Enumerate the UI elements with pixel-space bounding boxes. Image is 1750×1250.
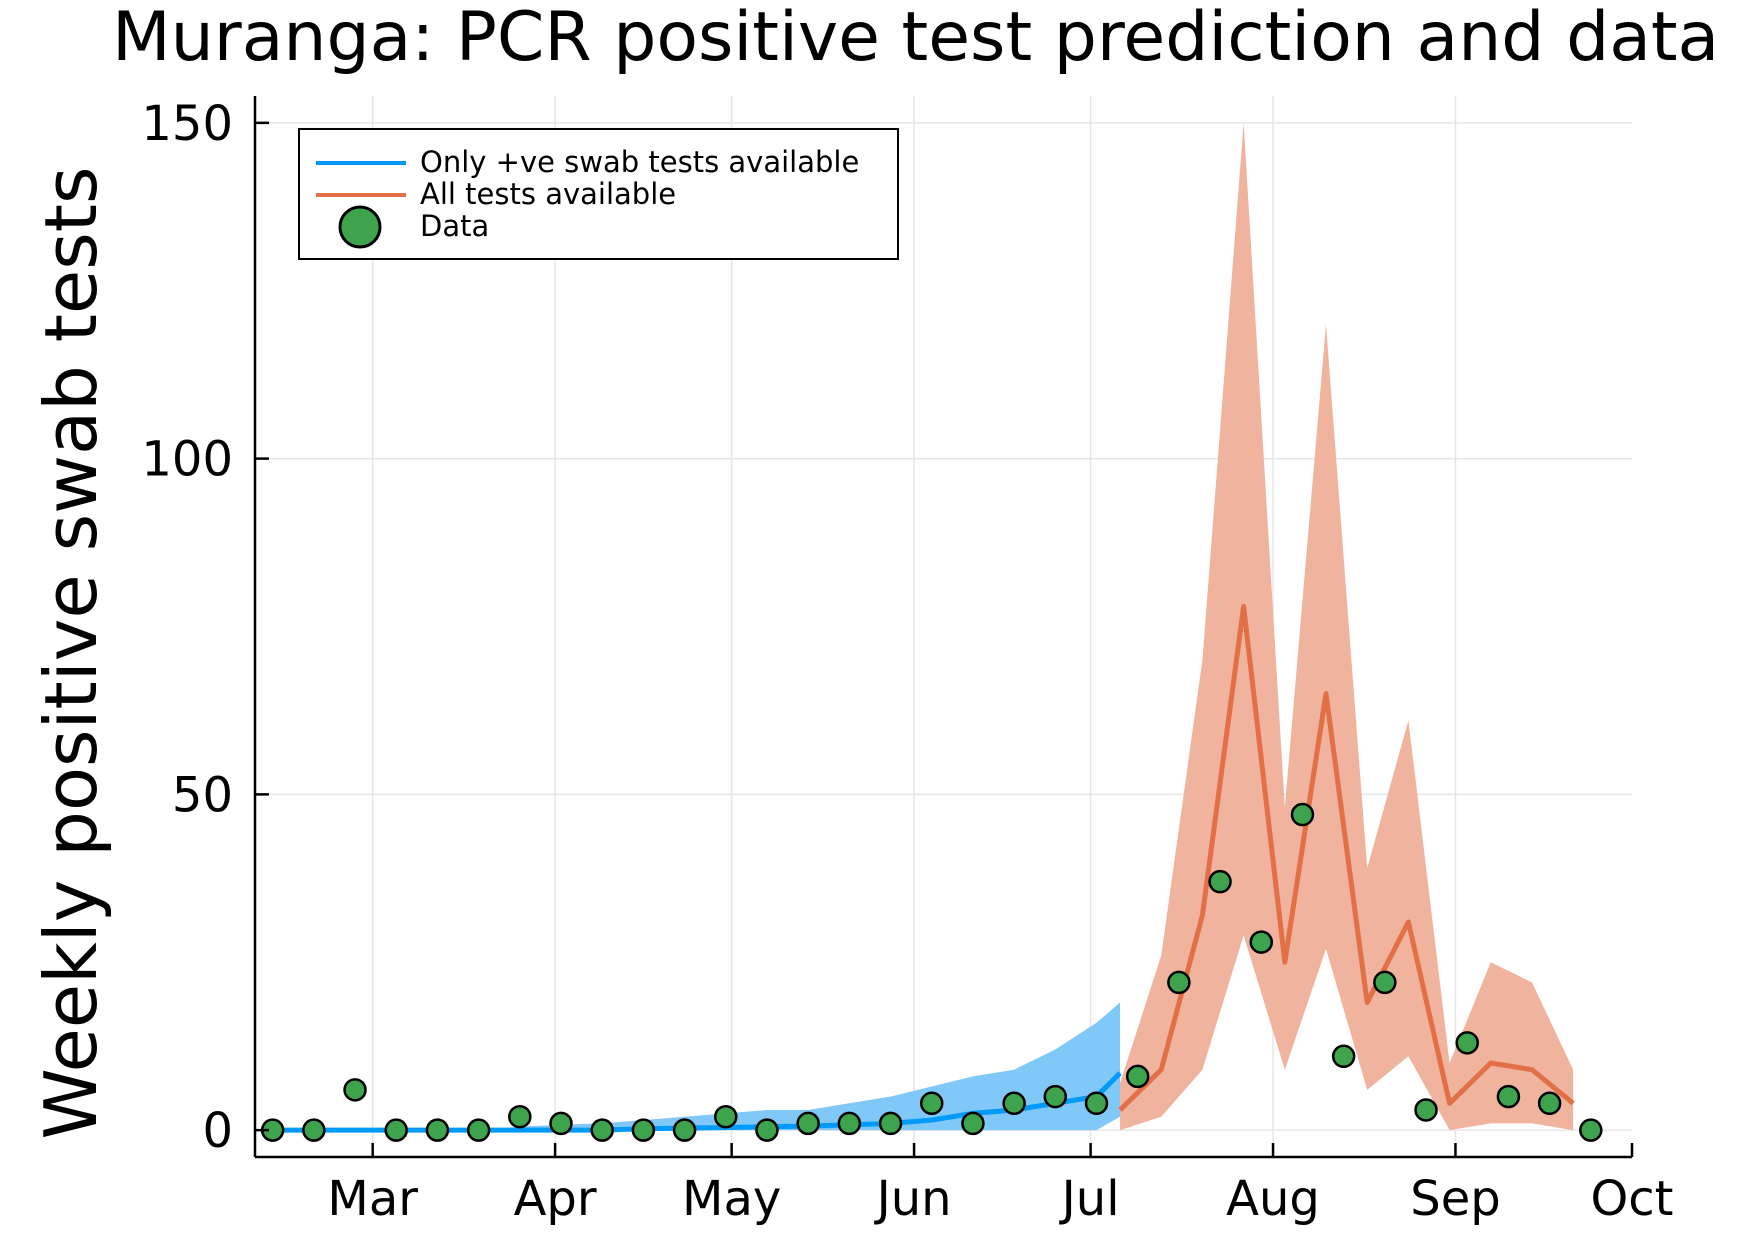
legend-swatch-data <box>338 205 382 249</box>
data-point <box>302 1118 326 1142</box>
band-series-1 <box>1120 122 1574 1131</box>
data-point <box>919 1091 944 1116</box>
series-lines <box>272 603 1575 1133</box>
x-tick-label: Jun <box>874 1171 952 1227</box>
data-point <box>384 1118 408 1142</box>
data-point <box>508 1104 532 1129</box>
data-point <box>1208 869 1232 894</box>
data-point <box>466 1118 491 1142</box>
data-point <box>549 1111 573 1136</box>
data-point <box>425 1118 450 1142</box>
data-point <box>796 1111 820 1136</box>
data-point <box>631 1118 656 1142</box>
x-tick-label: Sep <box>1410 1171 1500 1227</box>
data-point <box>1331 1044 1356 1069</box>
y-tick-label: 50 <box>172 767 233 823</box>
data-point <box>1579 1118 1603 1142</box>
data-point <box>590 1118 614 1142</box>
data-point <box>1537 1091 1562 1116</box>
data-point <box>714 1104 738 1129</box>
data-point <box>1043 1084 1068 1109</box>
data-point <box>1496 1084 1521 1109</box>
data-point <box>1249 930 1274 954</box>
legend-label-data: Data <box>420 209 489 243</box>
x-tick-label: Mar <box>327 1171 418 1227</box>
band-series-0 <box>272 1002 1121 1131</box>
x-tick-label: Aug <box>1226 1171 1320 1227</box>
y-tick-label: 0 <box>202 1103 233 1159</box>
data-point <box>1455 1031 1479 1055</box>
data-point <box>1167 970 1191 995</box>
y-tick-label: 150 <box>141 96 233 152</box>
y-axis-label: Weekly positive swab tests <box>29 167 113 1140</box>
data-point <box>672 1118 697 1142</box>
data-point <box>1084 1091 1109 1116</box>
x-tick-label: Oct <box>1591 1171 1674 1227</box>
data-point <box>878 1111 903 1136</box>
line-series-0 <box>272 1071 1122 1133</box>
legend-label-only-positive: Only +ve swab tests available <box>420 145 859 179</box>
data-point <box>755 1118 779 1142</box>
data-point <box>1414 1098 1438 1122</box>
confidence-bands <box>272 122 1574 1131</box>
y-tick-label: 100 <box>141 432 233 488</box>
line-series-1 <box>1118 603 1575 1112</box>
legend: Only +ve swab tests available All tests … <box>298 128 899 260</box>
data-point <box>1290 802 1315 827</box>
legend-label-all-tests: All tests available <box>420 177 676 211</box>
axes: 0 50 100 150 Mar Apr May Jun Jul Aug Sep Oct <box>141 96 1673 1227</box>
data-point <box>1002 1091 1026 1116</box>
x-tick-label: Jul <box>1059 1171 1120 1227</box>
data-point <box>837 1111 862 1136</box>
x-tick-label: May <box>682 1171 781 1227</box>
data-points <box>260 802 1603 1142</box>
chart-title: Muranga: PCR positive test prediction an… <box>112 0 1719 77</box>
data-point <box>343 1078 367 1102</box>
x-tick-label: Apr <box>514 1171 597 1227</box>
data-point <box>1373 970 1397 995</box>
data-point <box>961 1111 985 1136</box>
data-point <box>1125 1064 1150 1089</box>
